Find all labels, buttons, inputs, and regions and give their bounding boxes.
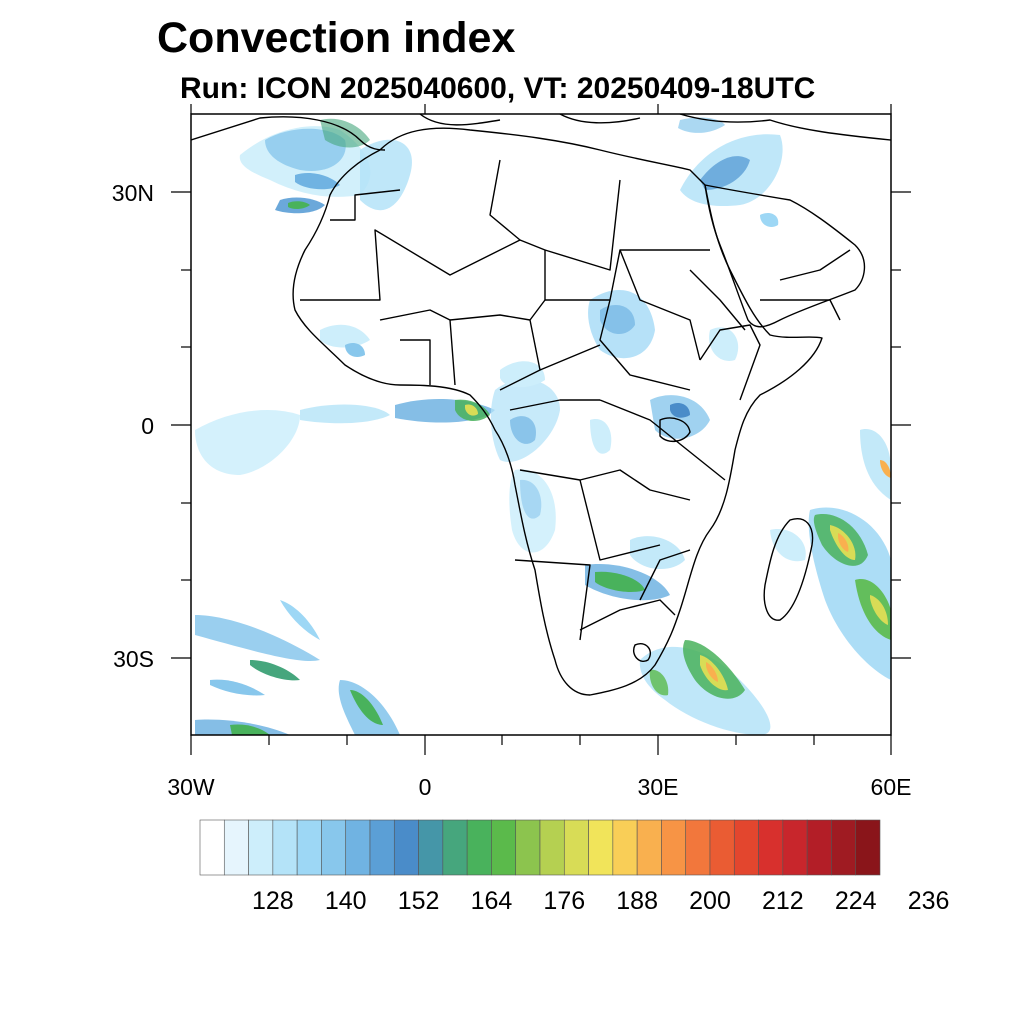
colorbar-swatch xyxy=(296,819,322,876)
colorbar-swatch xyxy=(588,819,614,876)
colorbar-swatch xyxy=(855,819,881,876)
coastlines xyxy=(191,114,891,696)
axis-ticks xyxy=(171,104,911,755)
lat-label-0: 0 xyxy=(141,413,154,439)
lon-label-0: 0 xyxy=(418,774,432,800)
convection-field xyxy=(195,117,891,735)
colorbar-swatch xyxy=(806,819,832,876)
colorbar-swatch xyxy=(563,819,589,876)
colorbar-swatch xyxy=(199,819,225,876)
colorbar-tick-label: 128 xyxy=(251,887,294,915)
colorbar-swatch xyxy=(636,819,662,876)
colorbar-swatch xyxy=(685,819,711,876)
colorbar-tick-label: 164 xyxy=(470,887,513,915)
colorbar-swatch xyxy=(758,819,784,876)
colorbar-swatch xyxy=(369,819,395,876)
lon-label-30w: 30W xyxy=(167,774,215,800)
colorbar-swatch xyxy=(515,819,541,876)
map-subtitle: Run: ICON 2025040600, VT: 20250409-18UTC xyxy=(180,72,816,105)
colorbar xyxy=(199,819,881,876)
colorbar-swatch xyxy=(272,819,298,876)
colorbar-swatch xyxy=(612,819,638,876)
colorbar-tick-label: 200 xyxy=(689,887,731,915)
colorbar-tick-label: 140 xyxy=(324,887,367,915)
colorbar-swatch xyxy=(466,819,492,876)
lon-label-60e: 60E xyxy=(870,774,912,800)
colorbar-swatch xyxy=(321,819,347,876)
colorbar-tick-label: 152 xyxy=(397,887,440,915)
colorbar-swatch xyxy=(491,819,517,876)
colorbar-swatch xyxy=(661,819,687,876)
colorbar-swatch xyxy=(782,819,808,876)
colorbar-swatch xyxy=(442,819,468,876)
lat-label-30s: 30S xyxy=(113,646,154,672)
colorbar-swatch xyxy=(733,819,759,876)
colorbar-swatch xyxy=(393,819,419,876)
lat-label-30n: 30N xyxy=(111,180,154,206)
colorbar-swatch xyxy=(539,819,565,876)
colorbar-swatch xyxy=(831,819,857,876)
colorbar-tick-label: 236 xyxy=(907,887,950,915)
colorbar-swatch xyxy=(418,819,444,876)
colorbar-swatch xyxy=(709,819,735,876)
colorbar-swatch xyxy=(345,819,371,876)
colorbar-tick-label: 212 xyxy=(761,887,804,915)
colorbar-swatch xyxy=(248,819,274,876)
map-title: Convection index xyxy=(157,14,516,62)
colorbar-tick-label: 188 xyxy=(616,887,658,915)
colorbar-tick-label: 176 xyxy=(543,887,586,915)
colorbar-tick-label: 224 xyxy=(834,887,877,915)
colorbar-swatch xyxy=(223,819,249,876)
lon-label-30e: 30E xyxy=(637,774,679,800)
